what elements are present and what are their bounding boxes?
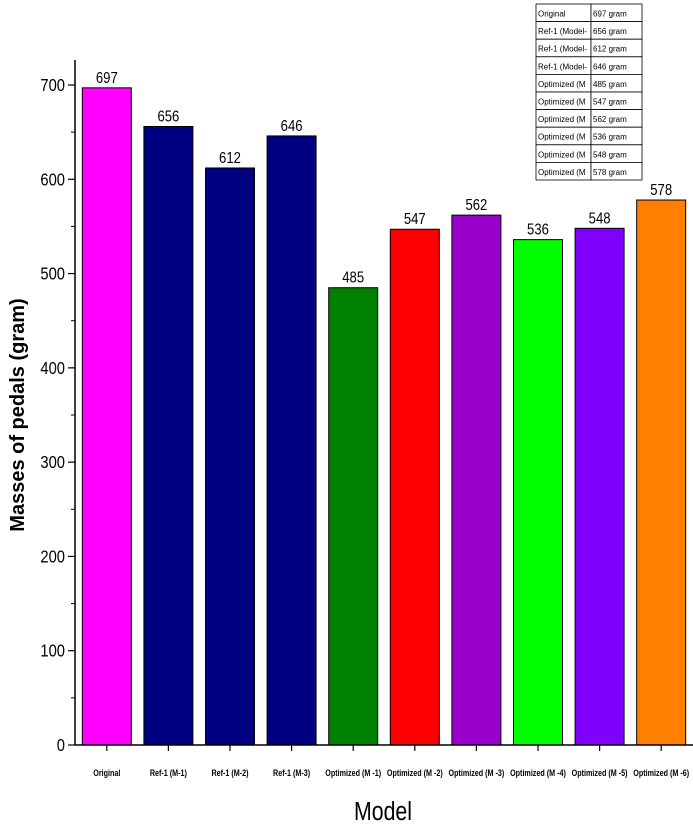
legend-entry-name: Optimized (M <box>538 133 586 142</box>
legend-entry-value: 547 gram <box>593 98 627 107</box>
legend-entry-value: 656 gram <box>593 27 627 36</box>
y-tick-label: 400 <box>40 359 65 379</box>
legend-entry-name: Original <box>538 10 566 19</box>
legend-entry-value: 485 gram <box>593 80 627 89</box>
bar-value-label: 485 <box>342 270 364 287</box>
x-tick-label: Optimized (M -6) <box>633 768 689 778</box>
legend-entry-value: 612 gram <box>593 45 627 54</box>
bar <box>143 125 194 746</box>
legend-entry-name: Ref-1 (Model- <box>538 27 587 36</box>
x-tick-label: Optimized (M -3) <box>448 768 504 778</box>
bar <box>636 199 687 746</box>
legend-entry-name: Optimized (M <box>538 115 586 124</box>
bar-value-label: 536 <box>527 222 549 239</box>
legend-entry-name: Optimized (M <box>538 168 586 177</box>
x-tick-label: Original <box>93 768 120 778</box>
y-tick-label: 0 <box>57 736 65 756</box>
bar <box>451 214 502 746</box>
x-axis-title: Model <box>354 797 412 827</box>
bar <box>389 228 440 746</box>
bar-value-label: 562 <box>465 197 487 214</box>
y-tick-label: 200 <box>40 547 65 567</box>
legend-entry-name: Ref-1 (Model- <box>538 62 587 71</box>
bar <box>513 239 563 746</box>
bar <box>328 287 379 746</box>
bars: 697 656 612 646 485 547 562 536 548 578 <box>81 70 687 746</box>
legend-entry-value: 536 gram <box>593 133 627 142</box>
legend-entry-value: 697 gram <box>593 10 627 19</box>
x-tick-label: Optimized (M -2) <box>387 768 443 778</box>
y-tick-label: 500 <box>40 264 65 284</box>
x-tick-label: Optimized (M -1) <box>325 768 381 778</box>
bar <box>81 87 132 746</box>
bar-value-label: 612 <box>219 150 241 167</box>
x-tick-label: Optimized (M -4) <box>510 768 566 778</box>
bar <box>266 135 317 746</box>
y-tick-label: 700 <box>40 76 65 96</box>
legend-entry-name: Optimized (M <box>538 150 586 159</box>
bar-value-label: 646 <box>281 118 303 135</box>
legend-entry-name: Ref-1 (Model- <box>538 45 587 54</box>
legend-entry-value: 646 gram <box>593 62 627 71</box>
x-tick-label: Ref-1 (M-2) <box>211 768 248 778</box>
bar-value-label: 697 <box>96 70 118 87</box>
legend-entry-value: 562 gram <box>593 115 627 124</box>
x-tick-label: Optimized (M -5) <box>572 768 628 778</box>
bar <box>574 227 625 746</box>
bar-value-label: 656 <box>157 108 179 125</box>
legend-entry-value: 578 gram <box>593 168 627 177</box>
bar-value-label: 548 <box>589 210 611 227</box>
bar-value-label: 547 <box>404 211 426 228</box>
legend-entry-name: Optimized (M <box>538 98 586 107</box>
legend-cell <box>590 161 643 181</box>
y-axis-title: Masses of pedals (gram) <box>7 298 29 531</box>
legend-entry-value: 548 gram <box>593 150 627 159</box>
x-tick-label: Ref-1 (M-1) <box>150 768 187 778</box>
bar <box>205 167 255 746</box>
legend-entry-name: Optimized (M <box>538 80 586 89</box>
bar-value-label: 578 <box>650 182 672 199</box>
legend-table: Original 697 gram Ref-1 (Model- 656 gram Ref… <box>535 3 643 181</box>
y-tick-label: 300 <box>40 453 65 473</box>
y-tick-label: 600 <box>40 170 65 190</box>
y-tick-label: 100 <box>40 641 65 661</box>
x-tick-label: Ref-1 (M-3) <box>273 768 310 778</box>
axes: 0 100 200 300 400 500 600 700 Original Ref-1 (M-1… <box>40 60 693 778</box>
